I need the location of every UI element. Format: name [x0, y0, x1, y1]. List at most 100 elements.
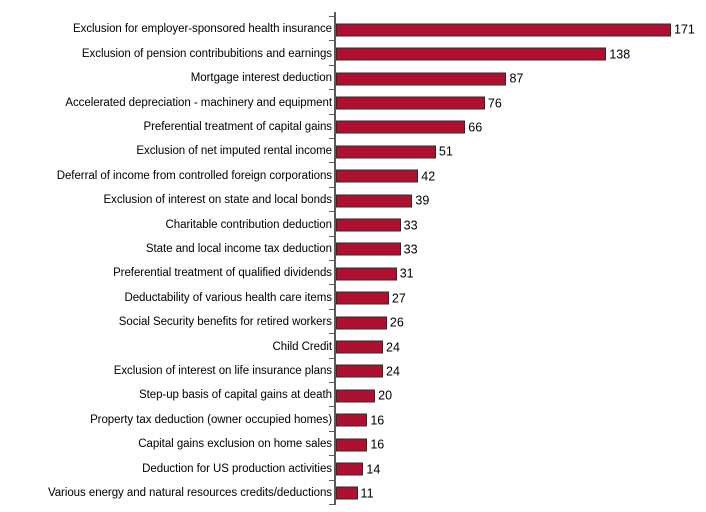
- bar: 76: [336, 96, 502, 110]
- bar-track: 31: [336, 267, 414, 281]
- bar-row: Charitable contribution deduction 33: [0, 212, 706, 238]
- bar-value-label: 26: [389, 315, 404, 330]
- bar-category-label: Various energy and natural resources cre…: [47, 486, 332, 499]
- bar-row: Exclusion for employer-sponsored health …: [0, 17, 706, 43]
- bar: 138: [336, 47, 630, 61]
- bar-track: 26: [336, 316, 404, 330]
- axis-tick: [329, 479, 335, 481]
- axis-tick: [329, 406, 335, 408]
- bar-row: Exclusion of net imputed rental income 51: [0, 139, 706, 165]
- bar: 14: [336, 462, 380, 476]
- bar: 51: [336, 145, 453, 159]
- bar-track: 171: [336, 23, 695, 37]
- bar-value-label: 171: [674, 22, 695, 37]
- axis-tick: [329, 235, 335, 237]
- axis-tick: [329, 284, 335, 286]
- axis-tick: [329, 260, 335, 261]
- axis-tick: [329, 138, 335, 139]
- bar-value-label: 66: [468, 120, 483, 135]
- axis-tick: [329, 357, 335, 359]
- bar-track: 138: [336, 47, 630, 61]
- bar-row: Child Credit 24: [0, 334, 706, 360]
- bar-row: Accelerated depreciation - machinery and…: [0, 90, 706, 116]
- bar-track: 76: [336, 96, 502, 110]
- bar-track: 33: [336, 218, 418, 232]
- bar: 33: [336, 242, 418, 256]
- bar-category-label: Step-up basis of capital gains at death: [138, 389, 332, 402]
- bar-row: Deduction for US production activities 14: [0, 456, 706, 482]
- bar-category-label: Exclusion of net imputed rental income: [136, 145, 332, 158]
- bar: 42: [336, 169, 435, 183]
- bar-value-label: 42: [421, 169, 436, 184]
- axis-tick: [329, 504, 335, 505]
- bar: 171: [336, 23, 695, 37]
- bar-row: Deferral of income from controlled forei…: [0, 163, 706, 189]
- bar-track: 24: [336, 340, 400, 354]
- bar: 31: [336, 267, 414, 281]
- bar-category-label: Deductability of various health care ite…: [124, 291, 332, 304]
- bar-value-label: 20: [378, 388, 393, 403]
- bar-value-label: 31: [399, 266, 414, 281]
- bar-value-label: 16: [370, 437, 385, 452]
- bar-row: Exclusion of pension contribubitions and…: [0, 41, 706, 67]
- bar: 87: [336, 72, 523, 86]
- bar-row: Property tax deduction (owner occupied h…: [0, 407, 706, 433]
- bar-track: 51: [336, 145, 453, 159]
- bar-row: Preferential treatment of capital gains 6…: [0, 115, 706, 141]
- axis-tick: [329, 382, 335, 383]
- bar-value-label: 39: [415, 193, 430, 208]
- bar-row: Preferential treatment of qualified divi…: [0, 261, 706, 287]
- bar-category-label: Property tax deduction (owner occupied h…: [90, 413, 332, 426]
- bar-category-label: Preferential treatment of qualified divi…: [113, 267, 332, 280]
- axis-tick: [329, 211, 335, 213]
- bar: 24: [336, 340, 400, 354]
- bar-category-label: State and local income tax deduction: [145, 242, 332, 255]
- bar: 16: [336, 438, 384, 452]
- bar-row: Step-up basis of capital gains at death 2…: [0, 383, 706, 409]
- bar-track: 87: [336, 72, 523, 86]
- bar: 20: [336, 389, 392, 403]
- bar-track: 39: [336, 194, 429, 208]
- bar-row: State and local income tax deduction 33: [0, 237, 706, 263]
- axis-tick: [329, 40, 335, 42]
- bar-value-label: 33: [403, 218, 418, 233]
- bar: 26: [336, 316, 404, 330]
- bar-row: Exclusion of interest on state and local…: [0, 188, 706, 214]
- bar-value-label: 24: [386, 340, 400, 355]
- bar-track: 27: [336, 291, 406, 305]
- bar-category-label: Preferential treatment of capital gains: [143, 120, 332, 133]
- axis-tick: [329, 430, 335, 432]
- bar-category-label: Exclusion of interest on state and local…: [103, 194, 333, 207]
- bar-value-label: 76: [487, 96, 502, 111]
- category-axis-line: [334, 12, 336, 505]
- axis-tick: [329, 64, 335, 66]
- axis-tick: [329, 113, 335, 115]
- bar-value-label: 138: [609, 47, 631, 62]
- bar-category-label: Deferral of income from controlled forei…: [56, 169, 332, 182]
- bar: 24: [336, 364, 400, 378]
- bar: 33: [336, 218, 418, 232]
- bar-track: 16: [336, 438, 384, 452]
- bar-track: 66: [336, 120, 482, 134]
- axis-tick: [329, 89, 335, 91]
- bar-category-label: Exclusion of pension contribubitions and…: [81, 47, 332, 60]
- bar-row: Capital gains exclusion on home sales 16: [0, 432, 706, 458]
- bar-track: 20: [336, 389, 392, 403]
- bar-value-label: 27: [391, 291, 406, 306]
- bar-category-label: Exclusion of interest on life insurance …: [113, 364, 332, 377]
- bar-track: 16: [336, 413, 384, 427]
- bar-value-label: 33: [403, 242, 418, 257]
- bar-value-label: 87: [509, 71, 524, 86]
- bar-value-label: 11: [360, 486, 374, 501]
- bar-category-label: Mortgage interest deduction: [190, 72, 332, 85]
- bar: 11: [336, 486, 374, 500]
- bar-category-label: Capital gains exclusion on home sales: [138, 438, 332, 451]
- bar: 27: [336, 291, 406, 305]
- bar: 16: [336, 413, 384, 427]
- bar-value-label: 24: [386, 364, 400, 379]
- bar-track: 24: [336, 364, 400, 378]
- axis-tick: [329, 455, 335, 457]
- bar-value-label: 16: [370, 413, 385, 428]
